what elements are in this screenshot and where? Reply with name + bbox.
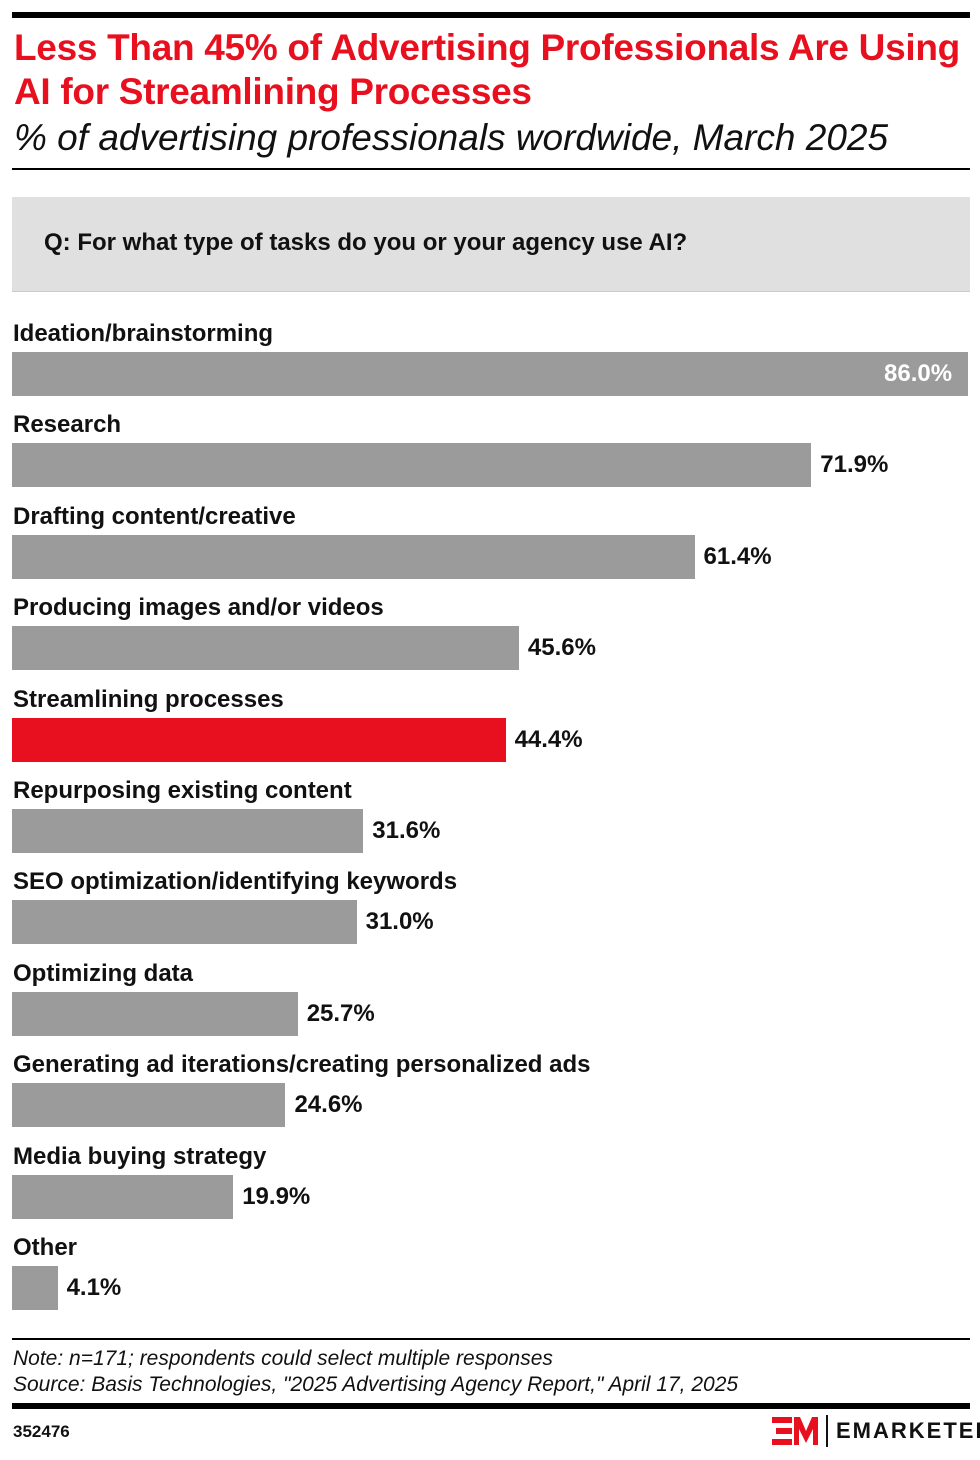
source: Source: Basis Technologies, "2025 Advert… bbox=[13, 1373, 739, 1396]
value-label: 61.4% bbox=[703, 542, 772, 570]
value-label: 71.9% bbox=[820, 451, 889, 479]
bar bbox=[12, 717, 506, 762]
logo-wordmark: EMARKETER bbox=[836, 1418, 980, 1443]
bar bbox=[12, 1083, 286, 1128]
value-label: 86.0% bbox=[884, 360, 953, 387]
category-label: Generating ad iterations/creating person… bbox=[13, 1051, 591, 1079]
category-label: Optimizing data bbox=[13, 959, 193, 987]
emarketer-logo: EMARKETER bbox=[772, 1414, 980, 1448]
value-label: 24.6% bbox=[294, 1091, 363, 1119]
chart-title: Less Than 45% of Advertising Professiona… bbox=[14, 27, 960, 112]
divider bbox=[12, 168, 970, 170]
value-label: 4.1% bbox=[66, 1274, 122, 1301]
em-logo-icon bbox=[772, 1417, 818, 1445]
chart-id: 352476 bbox=[13, 1422, 70, 1441]
category-label: Streamlining processes bbox=[13, 685, 284, 713]
bar bbox=[12, 1266, 58, 1310]
category-label: Drafting content/creative bbox=[13, 502, 296, 530]
note: Note: n=171; respondents could select mu… bbox=[13, 1347, 553, 1370]
value-label: 19.9% bbox=[242, 1182, 311, 1210]
bar bbox=[12, 900, 357, 945]
bottom-rule bbox=[12, 1403, 970, 1409]
category-label: Producing images and/or videos bbox=[13, 594, 384, 622]
value-label: 45.6% bbox=[527, 634, 596, 662]
category-label: Media buying strategy bbox=[13, 1142, 267, 1170]
question-text: Q: For what type of tasks do you or your… bbox=[44, 229, 688, 256]
value-label: 25.7% bbox=[306, 999, 375, 1027]
bar bbox=[12, 443, 812, 488]
bar bbox=[12, 1174, 234, 1219]
value-label: 31.6% bbox=[372, 817, 441, 844]
bar bbox=[12, 626, 519, 671]
question-box: Q: For what type of tasks do you or your… bbox=[12, 197, 970, 292]
value-label: 44.4% bbox=[514, 725, 583, 753]
category-label: Repurposing existing content bbox=[13, 777, 352, 804]
category-label: Ideation/brainstorming bbox=[13, 320, 274, 347]
bar bbox=[12, 352, 968, 396]
top-rule bbox=[12, 12, 970, 18]
chart-subtitle: % of advertising professionals wordwide,… bbox=[14, 117, 889, 158]
category-label: SEO optimization/identifying keywords bbox=[13, 868, 458, 896]
bar bbox=[12, 809, 364, 853]
category-label: Research bbox=[13, 411, 122, 439]
bar bbox=[12, 534, 695, 579]
value-label: 31.0% bbox=[365, 908, 434, 936]
divider bbox=[12, 1338, 970, 1340]
category-label: Other bbox=[13, 1234, 78, 1261]
bar bbox=[12, 991, 298, 1036]
